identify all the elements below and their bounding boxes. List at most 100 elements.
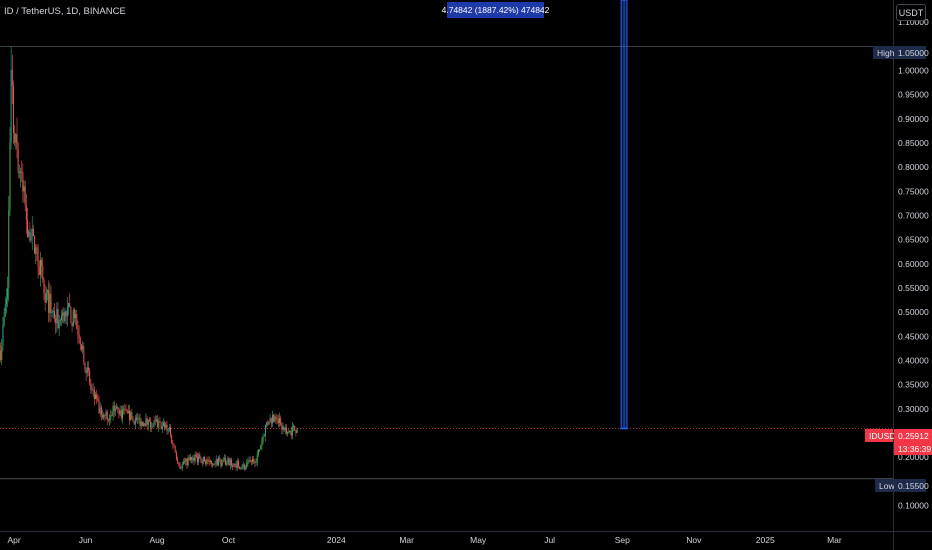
candle-body bbox=[14, 133, 16, 143]
candle-body bbox=[214, 463, 216, 465]
candle-body bbox=[112, 405, 114, 416]
candle-body bbox=[123, 408, 125, 410]
x-tick-label: May bbox=[470, 535, 487, 545]
candle-body bbox=[296, 428, 298, 434]
candle-body bbox=[261, 441, 263, 447]
candle-body bbox=[223, 458, 225, 460]
candle-body bbox=[137, 418, 139, 420]
candle-body bbox=[165, 424, 167, 428]
high-marker-label: High bbox=[873, 46, 894, 59]
candle-body bbox=[68, 303, 70, 308]
candle-body bbox=[49, 293, 51, 313]
candle-body bbox=[193, 457, 195, 462]
candle-body bbox=[5, 299, 7, 305]
candle-body bbox=[66, 307, 68, 317]
candle-body bbox=[53, 310, 55, 319]
candle-body bbox=[12, 85, 14, 134]
candle-body bbox=[177, 459, 179, 463]
candle-body bbox=[80, 344, 82, 350]
candle-body bbox=[268, 422, 270, 425]
candle-body bbox=[186, 458, 188, 466]
candle-body bbox=[170, 427, 172, 436]
candle-body bbox=[93, 389, 95, 399]
candle-body bbox=[89, 370, 91, 383]
candle-body bbox=[155, 419, 157, 422]
candle-body bbox=[113, 405, 115, 411]
y-tick-label: 0.85000 bbox=[898, 138, 929, 148]
candle-body bbox=[55, 318, 57, 324]
candle-body bbox=[283, 426, 285, 431]
last-price-value: 0.25912 bbox=[894, 429, 932, 442]
candle-body bbox=[104, 415, 106, 416]
candle-body bbox=[171, 435, 173, 444]
low-marker-label: Low bbox=[875, 479, 895, 492]
candle-body bbox=[120, 410, 122, 419]
candle-body bbox=[138, 417, 140, 419]
candle-body bbox=[219, 457, 221, 460]
high-marker-value: 1.05000 bbox=[894, 46, 929, 59]
candle-body bbox=[32, 228, 34, 236]
candle-body bbox=[168, 427, 170, 431]
candle-body bbox=[18, 171, 20, 173]
candle-body bbox=[118, 409, 120, 415]
candle-body bbox=[90, 382, 92, 390]
candle-body bbox=[159, 421, 161, 423]
currency-button[interactable]: USDT bbox=[896, 4, 926, 21]
candle-body bbox=[42, 265, 44, 280]
candle-body bbox=[164, 422, 166, 428]
candle-body bbox=[260, 446, 262, 450]
candle-body bbox=[85, 369, 87, 374]
candle-body bbox=[161, 425, 163, 430]
x-tick-label: 2024 bbox=[327, 535, 346, 545]
candle-body bbox=[212, 463, 214, 466]
candle-body bbox=[141, 421, 143, 426]
candle-body bbox=[51, 311, 53, 313]
candle-body bbox=[240, 468, 242, 470]
candle-body bbox=[290, 431, 292, 436]
candle-body bbox=[213, 464, 215, 466]
candle-body bbox=[206, 459, 208, 465]
y-tick-label: 1.00000 bbox=[898, 66, 929, 76]
measure-label: 4.74842 (1887.42%) 474842 bbox=[442, 2, 549, 18]
candle-body bbox=[62, 312, 64, 316]
candle-body bbox=[241, 466, 243, 469]
candle-body bbox=[201, 461, 203, 464]
y-tick-label: 0.30000 bbox=[898, 404, 929, 414]
candle-body bbox=[157, 419, 159, 428]
candle-body bbox=[172, 443, 174, 446]
candle-body bbox=[121, 409, 123, 419]
candle-body bbox=[50, 293, 52, 313]
candle-body bbox=[7, 287, 9, 300]
candle-body bbox=[71, 322, 73, 326]
candle-body bbox=[184, 461, 186, 463]
candle-body bbox=[144, 423, 146, 427]
y-tick-label: 0.40000 bbox=[898, 355, 929, 365]
candle-body bbox=[97, 398, 99, 401]
candle-body bbox=[146, 418, 148, 425]
candle-body bbox=[25, 205, 27, 221]
candle-body bbox=[284, 427, 286, 431]
candle-body bbox=[235, 464, 237, 468]
candle-body bbox=[293, 425, 295, 427]
candle-body bbox=[8, 209, 10, 288]
candle-body bbox=[147, 419, 149, 425]
candle-body bbox=[100, 407, 102, 416]
candle-body bbox=[24, 186, 26, 206]
candle-body bbox=[57, 308, 59, 329]
candle-body bbox=[189, 456, 191, 461]
candle-body bbox=[198, 454, 200, 463]
candle-body bbox=[125, 409, 127, 411]
candle-body bbox=[195, 454, 197, 457]
candle-body bbox=[70, 307, 72, 323]
candle-body bbox=[31, 228, 33, 238]
candle-body bbox=[63, 312, 65, 322]
candle-body bbox=[218, 457, 220, 466]
candle-body bbox=[75, 314, 77, 319]
y-tick-label: 0.70000 bbox=[898, 210, 929, 220]
candle-body bbox=[255, 462, 257, 464]
candle-body bbox=[133, 420, 135, 425]
candle-body bbox=[128, 410, 130, 421]
candle-body bbox=[264, 425, 266, 436]
y-tick-label: 0.80000 bbox=[898, 162, 929, 172]
